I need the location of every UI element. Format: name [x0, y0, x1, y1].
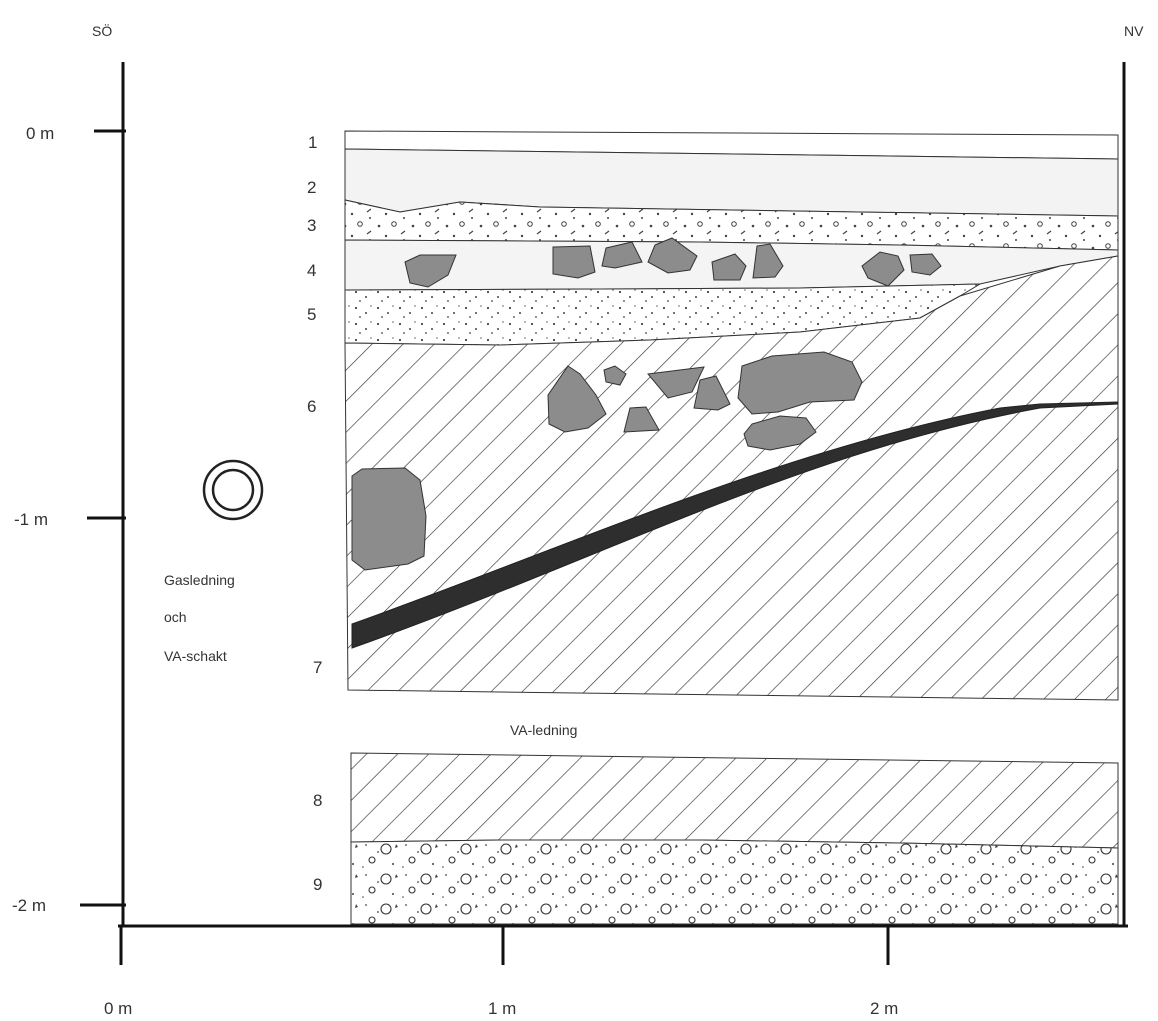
layer-number-6: 6	[307, 397, 316, 416]
layer-number-7: 7	[313, 658, 322, 677]
stone	[693, 375, 731, 411]
layer-number-2: 2	[307, 178, 316, 197]
stone	[351, 467, 427, 571]
depth-label-0: 0 m	[26, 124, 54, 143]
stone	[711, 253, 747, 281]
stone	[552, 245, 596, 279]
layer-6-7	[344, 255, 1119, 701]
stone	[752, 243, 784, 279]
stone	[603, 365, 627, 386]
distance-label-1: 1 m	[488, 999, 516, 1018]
gas-line-label-2: och	[164, 609, 187, 625]
stone	[743, 415, 817, 451]
distance-label-0: 0 m	[104, 999, 132, 1018]
layer-number-4: 4	[307, 261, 316, 280]
layer-9	[350, 839, 1119, 925]
gas-pipe-icon	[202, 459, 264, 521]
layer-number-9: 9	[313, 875, 322, 894]
layer-8	[350, 752, 1119, 849]
stone	[647, 237, 698, 274]
layer-number-1: 1	[308, 133, 317, 152]
stone	[861, 251, 905, 287]
stone	[547, 365, 607, 433]
stone	[601, 241, 643, 269]
stone	[404, 254, 457, 288]
layer-number-3: 3	[307, 216, 316, 235]
depth-label-1: -1 m	[14, 510, 48, 529]
orientation-left: SÖ	[92, 22, 112, 39]
stone	[909, 253, 942, 276]
gas-line-label-1: Gasledning	[164, 572, 235, 588]
charcoal-layer	[351, 401, 1119, 649]
orientation-right: NV	[1124, 23, 1144, 39]
depth-label-2: -2 m	[12, 896, 46, 915]
distance-label-2: 2 m	[870, 999, 898, 1018]
stone	[737, 351, 863, 415]
water-line-label: VA-ledning	[510, 722, 577, 738]
layer-number-5: 5	[307, 305, 316, 324]
gas-pipe-inner	[211, 468, 255, 512]
stone	[623, 406, 660, 433]
gas-line-label-3: VA-schakt	[164, 648, 227, 664]
stone	[647, 366, 705, 399]
layer-number-8: 8	[313, 791, 322, 810]
